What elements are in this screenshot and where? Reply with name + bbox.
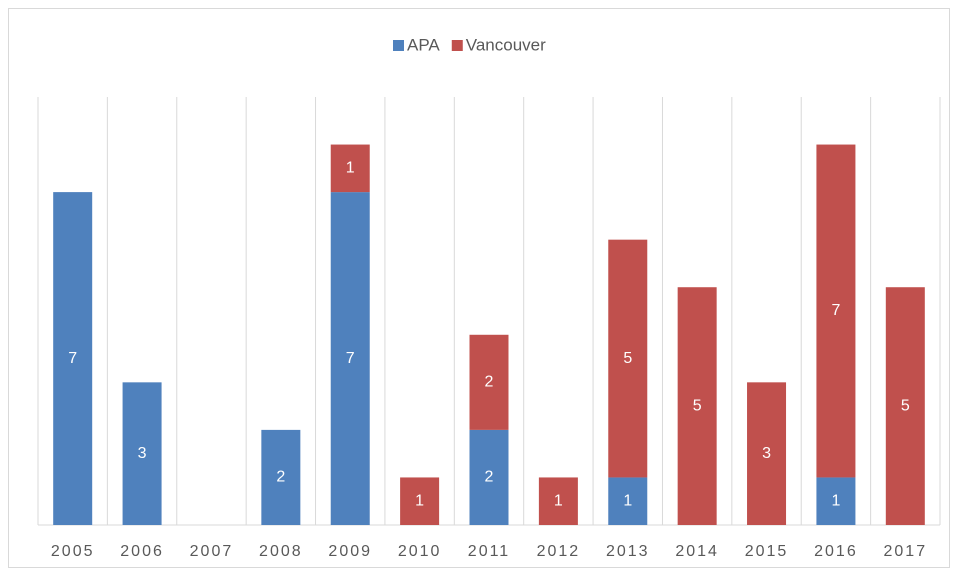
bar-segment	[330, 144, 370, 193]
data-label: 1	[415, 492, 424, 509]
data-label: 2	[276, 469, 285, 486]
x-tick-label: 2008	[259, 543, 303, 560]
data-label: 1	[623, 492, 632, 509]
x-tick-label: 2014	[675, 543, 719, 560]
data-label: 7	[831, 302, 840, 319]
data-label: 7	[346, 350, 355, 367]
x-tick-label: 2010	[398, 543, 442, 560]
data-label: 2	[485, 374, 494, 391]
bar-segment	[122, 382, 162, 525]
bar-segment	[53, 192, 93, 525]
legend-label: APA	[407, 35, 440, 54]
data-label: 3	[138, 445, 147, 462]
bar-segment	[261, 429, 301, 525]
data-label: 1	[554, 492, 563, 509]
bar-segment	[608, 477, 648, 525]
data-label: 5	[901, 397, 910, 414]
bar-segment	[608, 239, 648, 478]
bar-segment	[469, 429, 509, 525]
x-tick-label: 2005	[51, 543, 95, 560]
bar-segment	[469, 334, 509, 430]
data-label: 1	[831, 492, 840, 509]
x-tick-label: 2009	[328, 543, 372, 560]
bar-segment	[400, 477, 440, 525]
x-tick-label: 2017	[884, 543, 928, 560]
data-label: 1	[346, 160, 355, 177]
legend-label: Vancouver	[466, 35, 546, 54]
x-tick-label: 2011	[468, 543, 510, 560]
data-label: 5	[623, 350, 632, 367]
bar-segment	[330, 192, 370, 525]
data-label: 5	[693, 397, 702, 414]
bar-segment	[816, 477, 856, 525]
bar-segment	[816, 144, 856, 478]
legend-swatch	[393, 40, 404, 51]
bar-segment	[538, 477, 578, 525]
legend-swatch	[451, 40, 463, 51]
data-label: 7	[68, 350, 77, 367]
bar-segment	[885, 287, 925, 525]
bar-segment	[677, 287, 717, 525]
bar-segment	[747, 382, 787, 525]
x-tick-label: 2015	[745, 543, 789, 560]
data-label: 3	[762, 445, 771, 462]
data-label: 2	[485, 469, 494, 486]
x-tick-label: 2007	[190, 543, 234, 560]
x-tick-label: 2016	[814, 543, 858, 560]
x-tick-label: 2006	[120, 543, 164, 560]
x-tick-label: 2013	[606, 543, 650, 560]
x-tick-label: 2012	[537, 543, 581, 560]
